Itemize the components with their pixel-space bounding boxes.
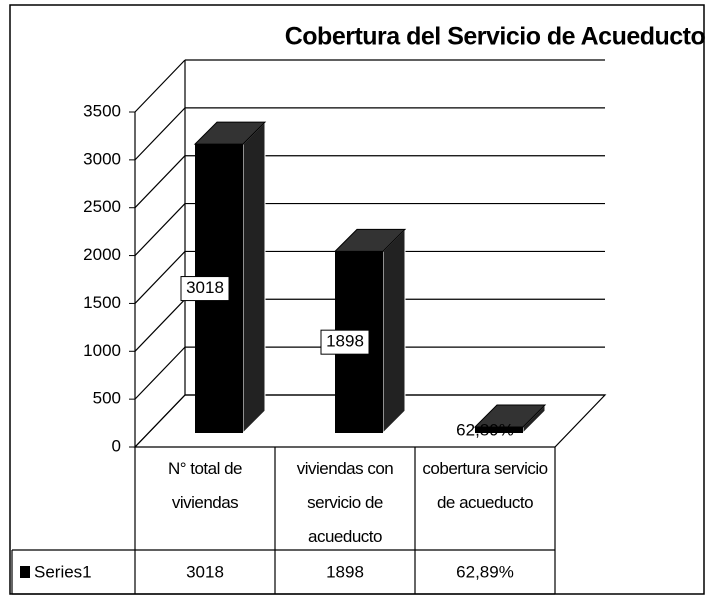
data-label-box (180, 276, 230, 302)
y-tick-label: 500 (93, 389, 121, 408)
table-cell: 3018 (186, 562, 224, 581)
y-tick-label: 3500 (83, 101, 121, 120)
y-tick-label: 2500 (83, 197, 121, 216)
y-tick-label: 1500 (83, 293, 121, 312)
grid-line (134, 155, 186, 209)
y-tick-label: 0 (112, 436, 121, 455)
grid-line (134, 251, 186, 304)
legend-key (20, 566, 30, 578)
y-tick-label: 1000 (83, 341, 121, 360)
grid-line (134, 298, 186, 352)
grid-line (134, 107, 186, 161)
bar-side (242, 120, 266, 435)
grid-line (134, 394, 186, 448)
grid-line (134, 203, 186, 256)
chart-title: Cobertura del Servicio de Acueducto (285, 23, 706, 51)
grid-line (134, 59, 186, 113)
data-label: 62,89% (456, 420, 514, 439)
y-tick-label: 2000 (83, 245, 121, 264)
data-label: 1898 (326, 332, 364, 351)
x-tick-label: viviendas con servicio de acueducto (296, 459, 394, 546)
x-tick-label: cobertura servicio de acueducto (422, 459, 548, 512)
table-cell: 62,89% (456, 562, 514, 581)
grid-line (134, 346, 186, 400)
data-label-box (320, 329, 370, 355)
bar-side (382, 228, 406, 435)
y-tick-label: 3000 (83, 149, 121, 168)
table-cell: 1898 (326, 562, 364, 581)
legend-label: Series1 (34, 562, 92, 581)
x-tick-label: N° total de viviendas (167, 459, 243, 512)
bar (475, 426, 523, 433)
data-label: 3018 (186, 278, 224, 297)
